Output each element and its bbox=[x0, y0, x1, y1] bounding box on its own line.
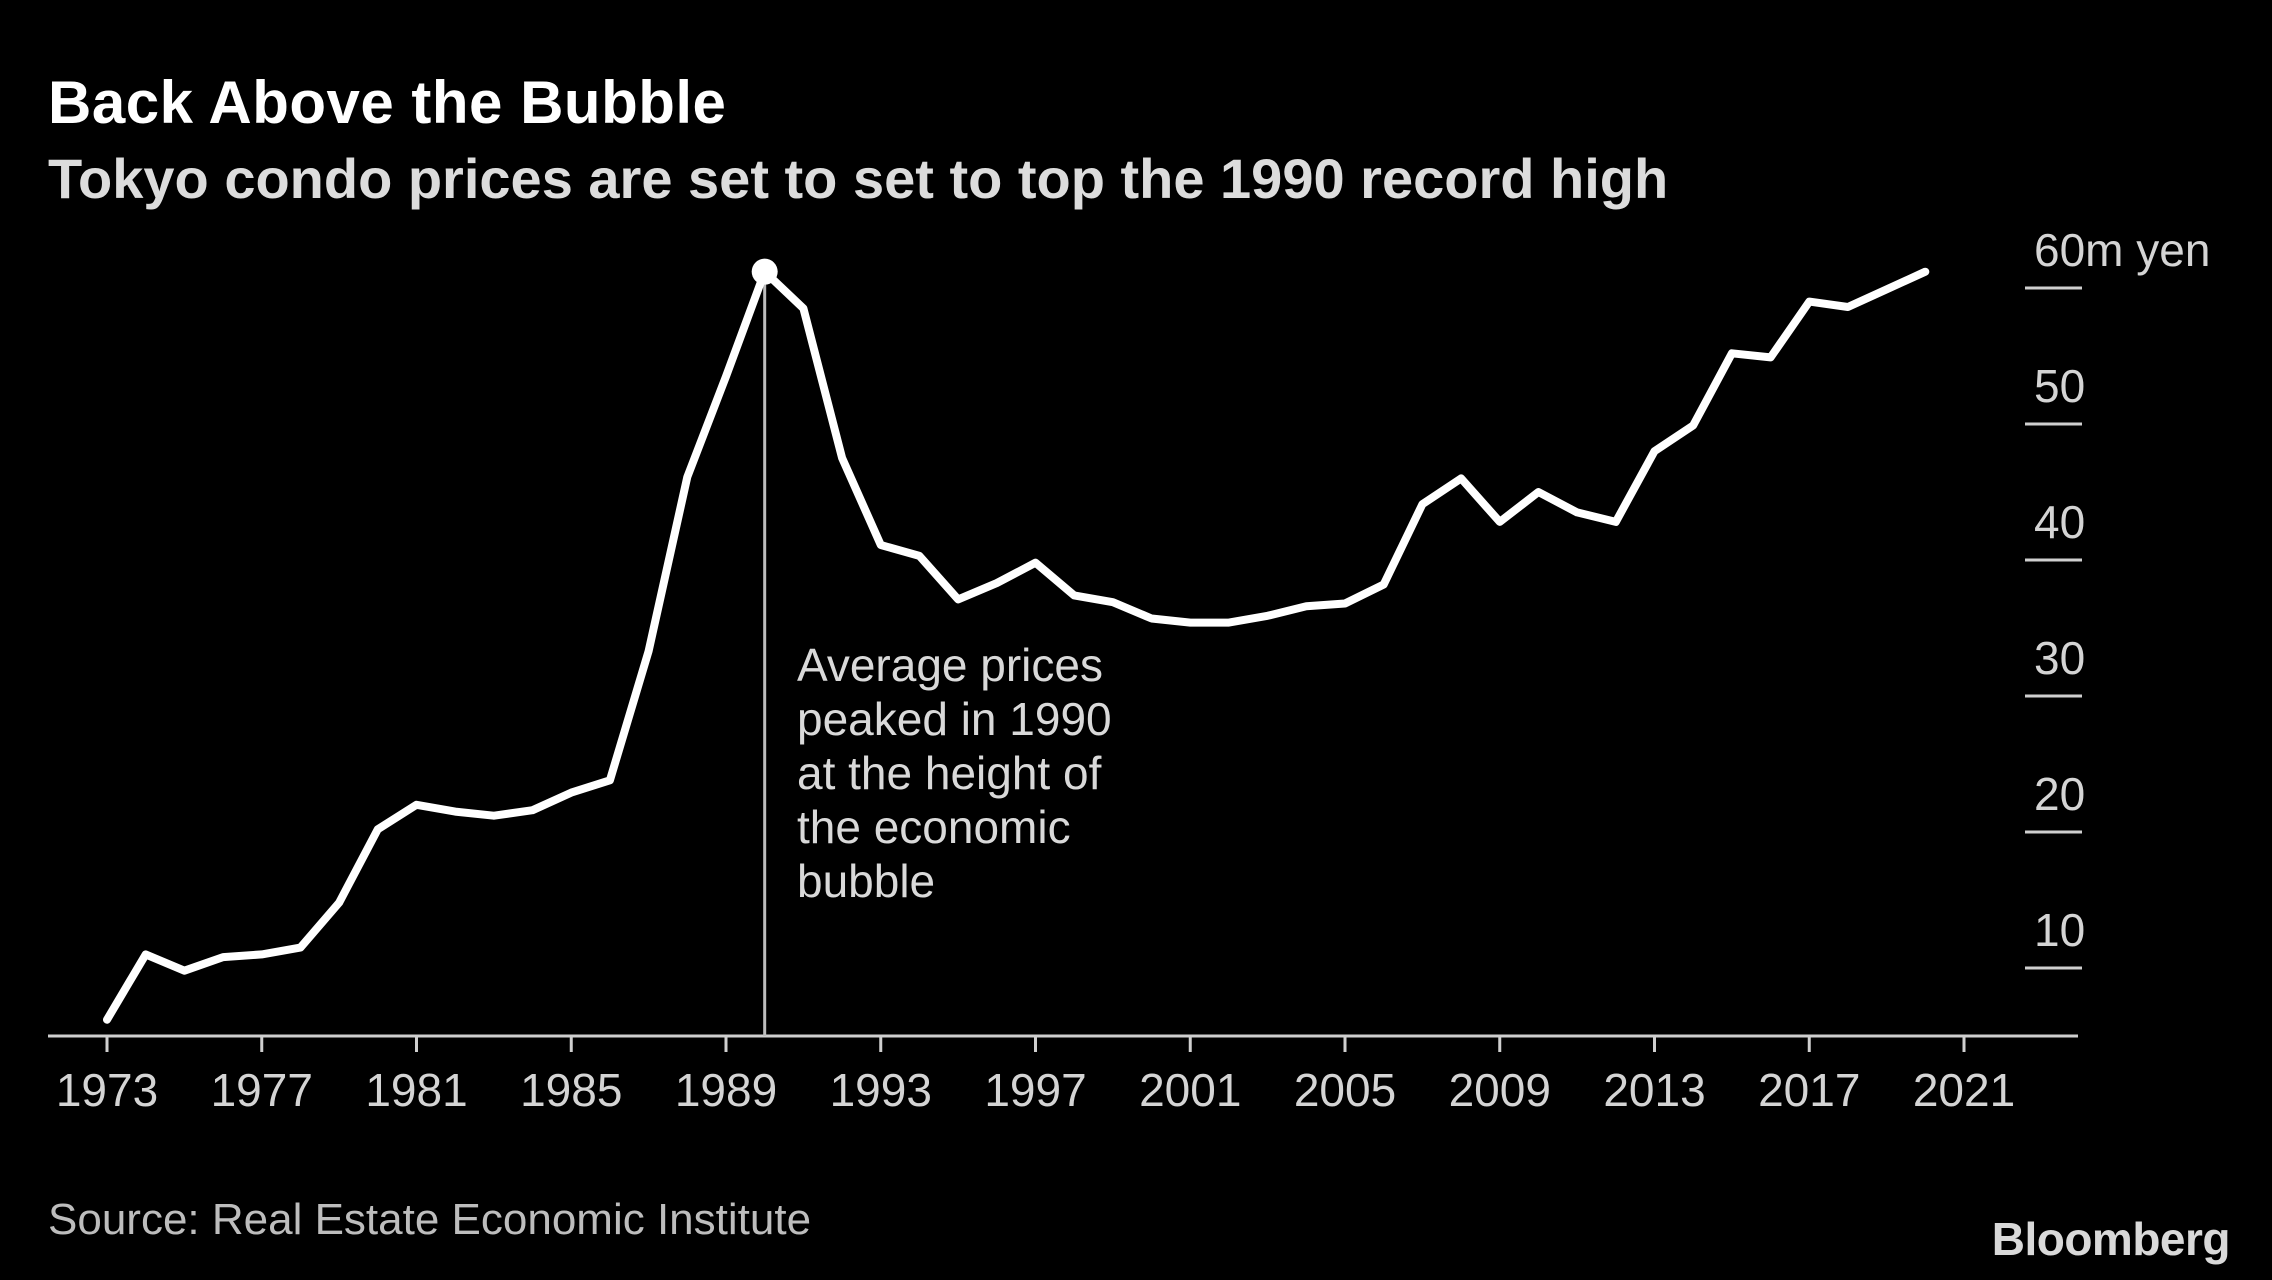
data-point bbox=[1886, 288, 1888, 290]
x-tick-label: 1973 bbox=[56, 1064, 158, 1116]
x-tick-label: 2001 bbox=[1139, 1064, 1241, 1116]
data-point bbox=[416, 804, 418, 806]
x-tick-label: 1977 bbox=[211, 1064, 313, 1116]
x-tick-label: 1985 bbox=[520, 1064, 622, 1116]
peak-marker bbox=[751, 258, 778, 285]
data-point bbox=[648, 650, 650, 652]
y-tick-label: 10 bbox=[2034, 904, 2085, 956]
data-point bbox=[1073, 594, 1075, 596]
chart-subtitle: Tokyo condo prices are set to set to top… bbox=[48, 147, 1669, 210]
y-tick-label: 60m yen bbox=[2034, 224, 2210, 276]
x-tick-label: 2021 bbox=[1913, 1064, 2015, 1116]
source-note: Source: Real Estate Economic Institute bbox=[48, 1195, 812, 1244]
x-tick-label: 1997 bbox=[984, 1064, 1086, 1116]
data-point bbox=[532, 809, 534, 811]
data-point bbox=[222, 956, 224, 958]
data-point bbox=[1228, 622, 1230, 624]
annotation-text-line: Average prices bbox=[797, 639, 1103, 691]
data-point bbox=[1035, 562, 1037, 564]
data-point bbox=[1731, 352, 1733, 354]
data-point bbox=[570, 792, 572, 794]
annotation-text-line: peaked in 1990 bbox=[797, 693, 1112, 745]
data-point bbox=[1692, 424, 1694, 426]
annotation-text-line: the economic bbox=[797, 801, 1071, 853]
data-point bbox=[609, 779, 611, 781]
data-point bbox=[1808, 301, 1810, 303]
data-point bbox=[1654, 450, 1656, 452]
series bbox=[103, 258, 1930, 1024]
data-point bbox=[1267, 615, 1269, 617]
axes: 1973 1977 1981 1985 1989 1993 1997 2001 2005 2009… bbox=[48, 224, 2210, 1116]
data-point bbox=[454, 811, 456, 813]
data-point bbox=[106, 1019, 108, 1021]
data-point bbox=[1421, 503, 1423, 505]
data-point bbox=[1847, 306, 1849, 308]
x-tick-label: 2009 bbox=[1449, 1064, 1551, 1116]
annotation-text-line: at the height of bbox=[797, 747, 1102, 799]
data-point bbox=[1499, 521, 1501, 523]
annotation-text-line: bubble bbox=[797, 855, 935, 907]
data-point bbox=[841, 457, 843, 459]
x-tick-label: 1989 bbox=[675, 1064, 777, 1116]
data-point bbox=[1112, 601, 1114, 603]
data-point bbox=[686, 476, 688, 478]
y-tick-label: 20 bbox=[2034, 768, 2085, 820]
data-point bbox=[725, 375, 727, 377]
y-tick-label: 30 bbox=[2034, 632, 2085, 684]
y-tick-label: 40 bbox=[2034, 496, 2085, 548]
data-point bbox=[1189, 622, 1191, 624]
x-tick-label: 2013 bbox=[1603, 1064, 1705, 1116]
x-tick-label: 2017 bbox=[1758, 1064, 1860, 1116]
data-point bbox=[1383, 583, 1385, 585]
data-point bbox=[299, 947, 301, 949]
data-point bbox=[1576, 511, 1578, 513]
x-tick-label: 1981 bbox=[365, 1064, 467, 1116]
y-tick-label: 50 bbox=[2034, 360, 2085, 412]
chart-title: Back Above the Bubble bbox=[48, 69, 727, 136]
data-point bbox=[183, 970, 185, 972]
data-point bbox=[802, 307, 804, 309]
x-tick-label: 2005 bbox=[1294, 1064, 1396, 1116]
data-point bbox=[957, 598, 959, 600]
data-point bbox=[1460, 477, 1462, 479]
data-point bbox=[1615, 521, 1617, 523]
data-point bbox=[1537, 491, 1539, 493]
data-point bbox=[1770, 356, 1772, 358]
data-point bbox=[1305, 605, 1307, 607]
bloomberg-logo: Bloomberg bbox=[1991, 1213, 2231, 1265]
data-point bbox=[338, 902, 340, 904]
data-point bbox=[1151, 617, 1153, 619]
data-point bbox=[996, 582, 998, 584]
data-point bbox=[918, 555, 920, 557]
data-point bbox=[880, 544, 882, 546]
series-line bbox=[103, 267, 1930, 1024]
data-point bbox=[145, 953, 147, 955]
data-point bbox=[377, 828, 379, 830]
data-point bbox=[493, 815, 495, 817]
data-point bbox=[261, 953, 263, 955]
x-tick-label: 1993 bbox=[830, 1064, 932, 1116]
data-point bbox=[1924, 271, 1926, 273]
data-point bbox=[1344, 603, 1346, 605]
